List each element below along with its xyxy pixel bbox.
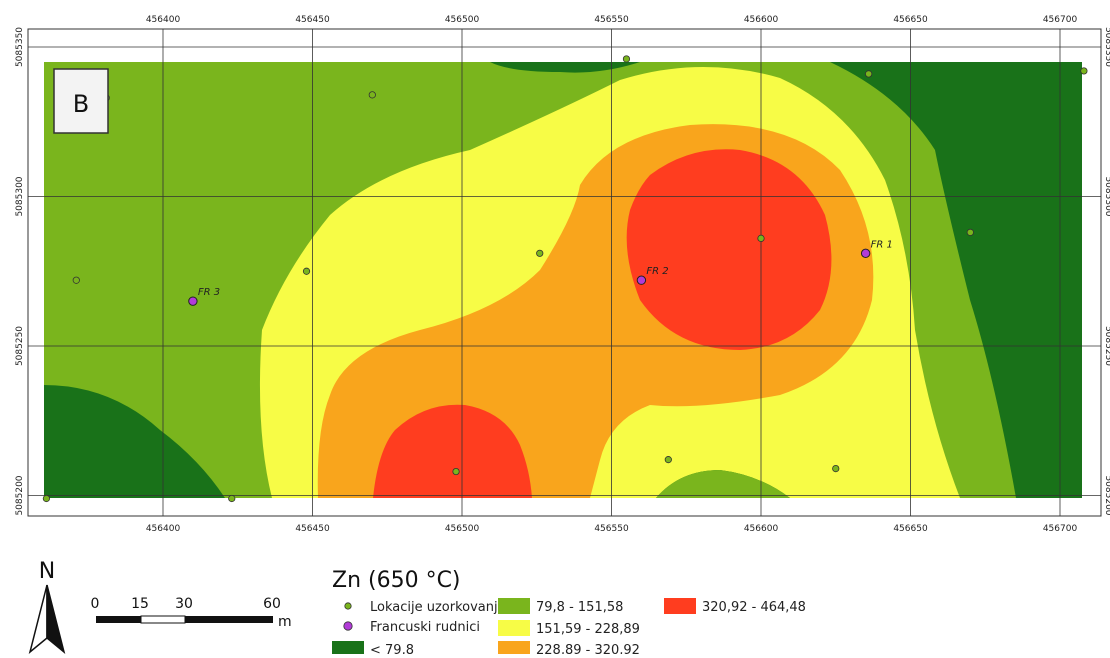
x-tick-top: 456700 bbox=[1043, 15, 1078, 25]
x-tick-bottom: 456400 bbox=[146, 524, 181, 534]
sample-point bbox=[1080, 67, 1088, 75]
sample-point bbox=[452, 467, 460, 476]
mine-label: FR 1 bbox=[871, 239, 893, 250]
legend-point-symbol bbox=[344, 602, 352, 610]
legend-class-swatch bbox=[498, 641, 530, 657]
x-tick-bottom: 456600 bbox=[744, 524, 779, 534]
panel-label-box: B bbox=[53, 68, 109, 134]
interpolation-surface bbox=[44, 62, 1082, 498]
x-tick-bottom: 456650 bbox=[893, 524, 928, 534]
scale-bar: 0 15 30 60 m bbox=[91, 596, 292, 630]
x-tick-top: 456450 bbox=[295, 15, 330, 25]
y-tick-right: 5085300 bbox=[1103, 176, 1110, 216]
sample-point bbox=[228, 494, 236, 503]
y-tick-left: 5085300 bbox=[15, 176, 25, 216]
x-tick-top: 456400 bbox=[146, 15, 181, 25]
coordinate-ticks: 456400 456400 456450 456450 456500 456500 4565… bbox=[15, 15, 1110, 534]
mine-point bbox=[188, 296, 198, 306]
y-tick-right: 5085350 bbox=[1103, 27, 1110, 67]
sample-point bbox=[302, 267, 311, 275]
scale-label-60: 60 bbox=[263, 596, 281, 612]
legend-point-symbol bbox=[343, 621, 353, 631]
mine-label: FR 2 bbox=[646, 266, 668, 277]
zone-below-79-left bbox=[44, 385, 225, 498]
sample-point bbox=[865, 70, 873, 78]
scale-unit: m bbox=[278, 614, 292, 630]
mine-label: FR 3 bbox=[198, 287, 220, 298]
x-tick-bottom: 456450 bbox=[295, 524, 330, 534]
legend-title: Zn (650 °C) bbox=[332, 568, 461, 593]
zone-320-464-lower bbox=[373, 404, 532, 498]
sample-point bbox=[72, 276, 80, 284]
x-tick-top: 456650 bbox=[893, 15, 928, 25]
sample-point bbox=[832, 464, 840, 473]
x-tick-top: 456500 bbox=[445, 15, 480, 25]
zone-below-79-right bbox=[830, 62, 1082, 498]
legend-class-swatch bbox=[664, 598, 696, 614]
x-tick-top: 456550 bbox=[594, 15, 629, 25]
x-tick-bottom: 456550 bbox=[594, 524, 629, 534]
legend-class-swatch bbox=[332, 641, 364, 657]
north-arrow-icon bbox=[28, 584, 48, 655]
x-tick-bottom: 456500 bbox=[445, 524, 480, 534]
zone-320-464-upper bbox=[626, 149, 832, 350]
north-label: N bbox=[39, 559, 55, 584]
coordinate-grid bbox=[28, 29, 1101, 516]
panel-label: B bbox=[73, 90, 89, 118]
sample-point bbox=[368, 91, 376, 99]
y-tick-left: 5085350 bbox=[15, 27, 25, 67]
sample-point bbox=[42, 494, 50, 503]
mine-points: FR 1 FR 2 FR 3 bbox=[188, 239, 893, 306]
y-tick-left: 5085200 bbox=[15, 475, 25, 515]
legend-class-label: 151,59 - 228,89 bbox=[536, 622, 640, 637]
scale-label-30: 30 bbox=[175, 596, 193, 612]
sample-point bbox=[664, 456, 672, 464]
legend-point-label: Lokacije uzorkovanja bbox=[370, 600, 506, 615]
legend-class-swatch bbox=[498, 598, 530, 614]
scale-label-0: 0 bbox=[91, 596, 100, 612]
north-arrow: N bbox=[28, 559, 66, 655]
scale-label-15: 15 bbox=[131, 596, 149, 612]
sample-point bbox=[536, 249, 544, 257]
x-tick-top: 456600 bbox=[744, 15, 779, 25]
mine-point bbox=[636, 275, 647, 285]
x-tick-bottom: 456700 bbox=[1043, 524, 1078, 534]
sample-point bbox=[966, 228, 974, 236]
y-tick-left: 5085250 bbox=[15, 326, 25, 366]
legend-class-label: 79,8 - 151,58 bbox=[536, 600, 623, 615]
y-tick-right: 5085200 bbox=[1103, 475, 1110, 515]
zone-79-151-bottom bbox=[656, 470, 790, 498]
zone-below-79-top bbox=[490, 62, 640, 73]
legend-class-label: 228,89 - 320,92 bbox=[536, 643, 640, 654]
legend-point-label: Francuski rudnici bbox=[370, 620, 480, 635]
sample-point bbox=[757, 234, 765, 242]
legend-class-label: 320,92 - 464,48 bbox=[702, 600, 806, 615]
sample-point bbox=[622, 55, 631, 63]
legend-class-label: < 79,8 bbox=[370, 643, 414, 654]
legend: Zn (650 °C) Lokacije uzorkovanja Francusk… bbox=[332, 568, 806, 658]
legend-class-swatch bbox=[498, 620, 530, 636]
y-tick-right: 5085250 bbox=[1103, 326, 1110, 366]
mine-point bbox=[860, 248, 871, 259]
